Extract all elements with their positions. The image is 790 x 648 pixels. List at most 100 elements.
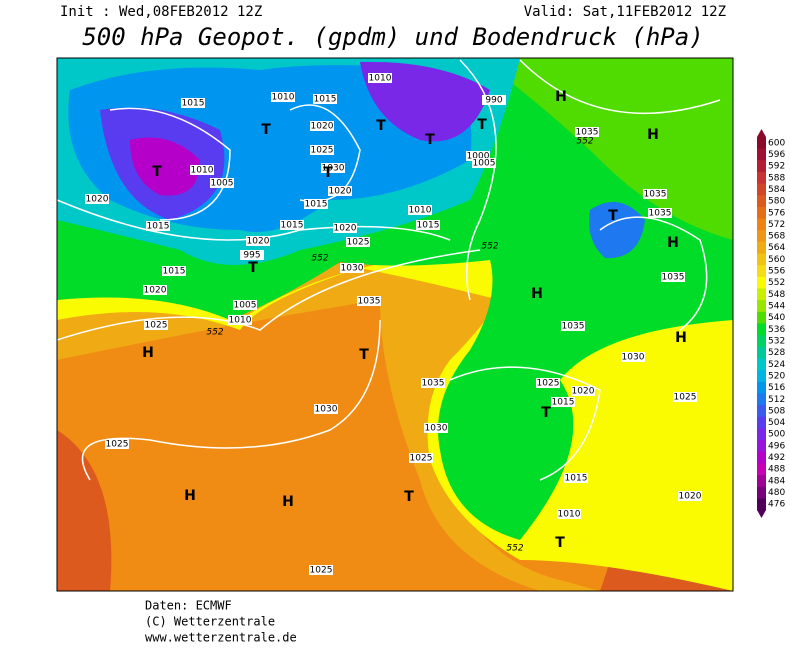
isobar-label-bg <box>309 565 333 575</box>
colorbar-label: 532 <box>768 336 785 346</box>
isobar-label-bg <box>346 237 370 247</box>
isobar-label: 1015 <box>305 200 328 210</box>
isobar-label-bg <box>673 392 697 402</box>
isobar-label: 1025 <box>674 393 697 403</box>
pressure-center: H <box>555 89 567 105</box>
isobar-label-bg <box>246 236 270 246</box>
isobar-label-bg <box>421 378 445 388</box>
pressure-center: T <box>248 260 258 276</box>
credit: www.wetterzentrale.de <box>145 631 297 645</box>
colorbar-swatch <box>757 323 766 336</box>
isobar-label: 1010 <box>369 74 392 84</box>
colorbar-label: 568 <box>768 232 785 242</box>
isobar-label-bg <box>357 296 381 306</box>
colorbar-label: 512 <box>768 395 785 405</box>
isobar-label: 1030 <box>341 264 364 274</box>
pressure-center: H <box>531 286 543 302</box>
map-title: 500 hPa Geopot. (gpdm) und Bodendruck (h… <box>82 23 703 51</box>
isobar-label-bg <box>314 404 338 414</box>
isobar-label-bg <box>328 186 352 196</box>
colorbar-swatch <box>757 276 766 290</box>
colorbar-label: 488 <box>768 465 785 475</box>
isobar-label-bg <box>190 165 214 175</box>
isobar-label: 1020 <box>679 492 702 502</box>
colorbar-swatch <box>757 358 766 371</box>
isobar-label-bg <box>661 272 685 282</box>
isobar-label-bg <box>85 194 109 204</box>
map-frame <box>56 57 734 592</box>
isobar-label: 995 <box>243 251 260 261</box>
colorbar-swatch <box>757 253 766 266</box>
colorbar-label: 492 <box>768 453 785 463</box>
init-time: Init : Wed,08FEB2012 12Z <box>60 4 262 20</box>
isobar-label-bg <box>313 94 337 104</box>
isobar-label-bg <box>143 285 167 295</box>
isobar-label-bg <box>561 321 585 331</box>
isobar-label: 1020 <box>334 224 357 234</box>
isobar-label: 1010 <box>191 166 214 176</box>
isobar-label: 1025 <box>310 566 333 576</box>
colorbar-swatch <box>757 300 766 313</box>
colorbar-swatch <box>757 370 766 383</box>
colorbar-swatch <box>757 288 766 301</box>
colorbar-swatch <box>757 183 766 196</box>
isobar-label-bg <box>408 205 432 215</box>
colorbar-arrow <box>757 510 766 518</box>
isobar-label-bg <box>333 223 357 233</box>
colorbar-swatch <box>757 498 766 511</box>
isobar-label: 1020 <box>572 387 595 397</box>
colorbar-swatch <box>757 463 766 476</box>
colorbar-label: 560 <box>768 255 785 265</box>
isobar-label-bg <box>621 352 645 362</box>
isobar-label: 1030 <box>315 405 338 415</box>
isobar-label: 1010 <box>272 93 295 103</box>
colorbar-label: 564 <box>768 243 785 253</box>
colorbar-label: 528 <box>768 348 785 358</box>
isobar-label-bg <box>321 163 345 173</box>
isobar-label-bg <box>233 300 257 310</box>
isobar-label-bg <box>648 208 672 218</box>
valid-time: Valid: Sat,11FEB2012 12Z <box>524 4 726 20</box>
pressure-center: T <box>425 132 435 148</box>
colorbar-label: 600 <box>768 138 785 148</box>
colorbar-swatch <box>757 171 766 185</box>
isobar-label-bg <box>409 453 433 463</box>
colorbar-swatch <box>757 311 766 324</box>
colorbar-label: 592 <box>768 162 785 172</box>
isobar-label: 1015 <box>417 221 440 231</box>
pressure-center: T <box>152 164 162 180</box>
pressure-center: T <box>608 208 618 224</box>
isobar-label-bg <box>466 151 490 161</box>
colorbar-label: 588 <box>768 173 785 183</box>
pressure-center: T <box>477 117 487 133</box>
isobar-label: 1010 <box>558 510 581 520</box>
isobar-label: 1035 <box>649 209 672 219</box>
colorbar-swatch <box>757 346 766 359</box>
contour-label: 552 <box>206 328 223 338</box>
isobar-label: 1005 <box>211 179 234 189</box>
isobar-label-bg <box>304 199 328 209</box>
colorbar-swatch <box>757 393 766 406</box>
isobar-label: 1015 <box>163 267 186 277</box>
isobar-label: 1015 <box>565 474 588 484</box>
colorbar-swatch <box>757 381 766 394</box>
pressure-center: H <box>667 235 679 251</box>
isobar-label-bg <box>310 145 334 155</box>
isobar-label-bg <box>678 491 702 501</box>
pressure-center: T <box>359 347 369 363</box>
isobar-label: 1005 <box>473 159 496 169</box>
pressure-center: H <box>142 345 154 361</box>
isobar-label: 1020 <box>86 195 109 205</box>
isobar-label: 1015 <box>147 222 170 232</box>
isobar-label: 1035 <box>562 322 585 332</box>
credit: Daten: ECMWF <box>145 599 232 613</box>
colorbar-swatch <box>757 486 766 499</box>
isobar-label: 1025 <box>347 238 370 248</box>
colorbar-swatch <box>757 195 766 208</box>
pressure-center: T <box>323 165 333 181</box>
pressure-center: T <box>555 535 565 551</box>
isobar-label-bg <box>181 98 205 108</box>
isobar-label-bg <box>368 73 392 83</box>
